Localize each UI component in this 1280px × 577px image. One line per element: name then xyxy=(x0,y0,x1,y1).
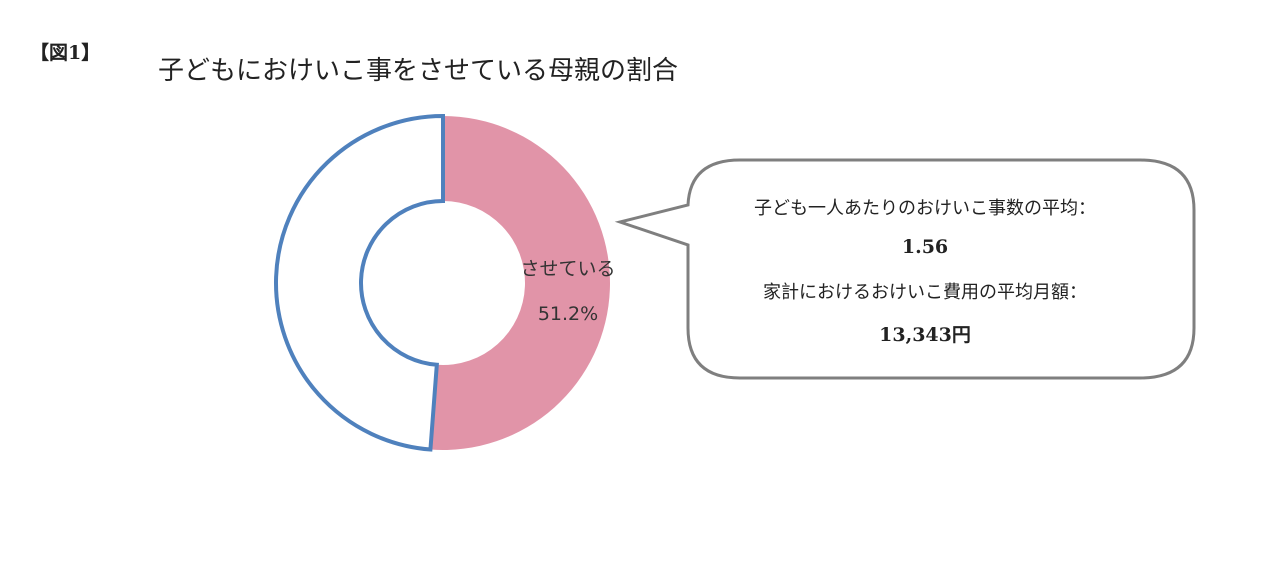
figure-label: 【図1】 xyxy=(30,42,101,64)
donut-slice-1 xyxy=(274,113,445,452)
donut-slice-0 xyxy=(430,116,610,450)
callout-value-1: 1.56 xyxy=(901,236,949,258)
callout-value-2: 13,343円 xyxy=(879,324,971,346)
chart-title: 子どもにおけいこ事をさせている母親の割合 xyxy=(158,56,679,86)
slice-value-label: 51.2% xyxy=(538,303,598,325)
callout-line-1: 子ども一人あたりのおけいこ事数の平均： xyxy=(754,198,1096,219)
callout-bubble xyxy=(614,158,1196,380)
slice-label: させている xyxy=(520,258,615,280)
callout-line-2: 家計におけるおけいこ費用の平均月額： xyxy=(763,282,1087,303)
